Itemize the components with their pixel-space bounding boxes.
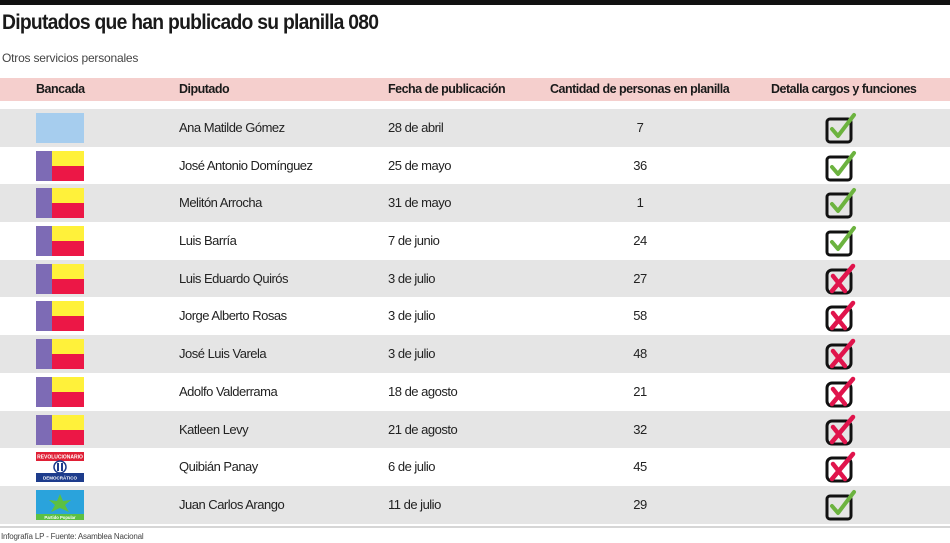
staff-count: 29 [633,496,647,512]
purple-yellow-red-party-flag-icon [36,301,84,332]
publication-date: 18 de agosto [388,383,458,399]
table-header: Bancada Diputado Fecha de publicación Ca… [0,78,950,101]
staff-count: 48 [633,346,647,362]
publication-date: 11 de julio [388,496,441,512]
column-header-cantidad: Cantidad de personas en planilla [550,82,730,96]
purple-yellow-red-party-flag-icon [36,150,84,181]
cross-box-icon [825,414,856,445]
diputado-name: Jorge Alberto Rosas [179,308,287,324]
publication-date: 21 de agosto [388,421,458,437]
purple-yellow-red-party-flag-icon [36,339,84,370]
table-body: Ana Matilde Gómez 28 de abril 7 José Ant… [0,109,950,524]
diputado-name: José Luis Varela [179,346,267,362]
publication-date: 31 de mayo [388,195,451,211]
table-row: Melitón Arrocha 31 de mayo 1 [0,184,950,223]
publication-date: 3 de julio [388,346,436,362]
staff-count: 32 [633,421,647,437]
diputado-name: José Antonio Domínguez [179,157,313,173]
cross-box-icon [825,376,856,408]
purple-yellow-red-party-flag-icon [36,376,84,407]
table-row: Jorge Alberto Rosas 3 de julio 58 [0,297,950,336]
diputado-name: Luis Eduardo Quirós [179,270,289,286]
top-rule [0,0,950,5]
purple-yellow-red-party-flag-icon [36,188,84,219]
page-title: Diputados que han publicado su planilla … [2,11,379,34]
diputado-name: Ana Matilde Gómez [179,120,285,135]
purple-yellow-red-party-flag-icon [36,263,84,294]
checkmark-box-icon [825,489,856,521]
purple-yellow-red-party-flag-icon [36,414,84,445]
staff-count: 36 [633,157,647,173]
table-row: José Antonio Domínguez 25 de mayo 36 [0,146,950,185]
purple-yellow-red-party-flag-icon [36,226,84,257]
staff-count: 1 [636,195,644,211]
staff-count: 21 [633,383,647,399]
table-row: Ana Matilde Gómez 28 de abril 7 [0,109,950,147]
checkmark-box-icon [825,113,856,144]
table-row: REVOLUCIONARIO DEMOCRÁTICO Quibián Panay… [0,448,950,486]
staff-count: 45 [633,459,647,475]
page-subtitle: Otros servicios personales [2,51,139,65]
cross-box-icon [825,451,856,483]
staff-count: 58 [633,308,647,324]
table-row: Katleen Levy 21 de agosto 32 [0,410,950,449]
table-row: Luis Eduardo Quirós 3 de julio 27 [0,259,950,298]
table-row: José Luis Varela 3 de julio 48 [0,335,950,373]
diputado-name: Melitón Arrocha [179,195,262,211]
diputado-name: Luis Barría [179,233,237,249]
revolucionario-democratico-logo-icon: REVOLUCIONARIO DEMOCRÁTICO [36,452,84,483]
partido-popular-logo-icon: Partido Popular [36,489,84,520]
publication-date: 7 de junio [388,233,440,249]
diputado-name: Adolfo Valderrama [179,383,278,399]
table-row: Partido Popular Juan Carlos Arango 11 de… [0,485,950,524]
svg-text:Partido Popular: Partido Popular [44,515,76,520]
staff-count: 24 [633,233,647,249]
checkmark-box-icon [825,226,856,257]
publication-date: 6 de julio [388,459,436,475]
bottom-rule [0,526,950,528]
column-header-diputado: Diputado [179,82,230,96]
diputado-name: Quibián Panay [179,459,258,475]
column-header-detalla: Detalla cargos y funciones [771,82,917,96]
table-row: Luis Barría 7 de junio 24 [0,222,950,260]
checkmark-box-icon [825,150,856,182]
source-footer: Infografía LP - Fuente: Asamblea Naciona… [1,532,144,541]
cross-box-icon [825,263,856,295]
staff-count: 7 [636,120,644,135]
publication-date: 28 de abril [388,120,444,135]
diputado-name: Katleen Levy [179,421,249,437]
staff-count: 27 [633,270,647,286]
column-header-fecha: Fecha de publicación [388,82,506,96]
publication-date: 25 de mayo [388,157,451,173]
diputado-name: Juan Carlos Arango [179,496,285,512]
light-blue-party-flag-icon [36,113,84,143]
checkmark-box-icon [825,188,856,219]
svg-text:DEMOCRÁTICO: DEMOCRÁTICO [43,475,77,481]
svg-text:REVOLUCIONARIO: REVOLUCIONARIO [37,455,83,461]
publication-date: 3 de julio [388,308,436,324]
cross-box-icon [825,338,856,370]
table-row: Adolfo Valderrama 18 de agosto 21 [0,372,950,411]
cross-box-icon [825,301,856,332]
column-header-bancada: Bancada [36,82,85,96]
publication-date: 3 de julio [388,270,436,286]
